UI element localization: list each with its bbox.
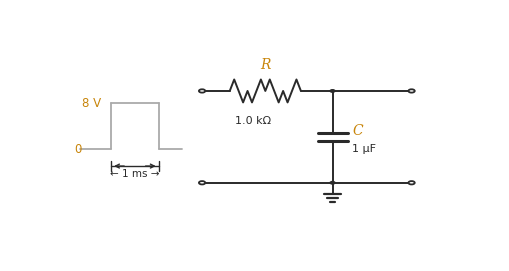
Circle shape	[408, 89, 414, 93]
Text: 1.0 kΩ: 1.0 kΩ	[235, 116, 271, 126]
Text: ← 1 ms →: ← 1 ms →	[110, 169, 159, 179]
Text: R: R	[260, 58, 270, 72]
Text: 1 μF: 1 μF	[352, 144, 376, 154]
Text: 0: 0	[74, 143, 81, 156]
Circle shape	[329, 182, 334, 184]
Circle shape	[408, 181, 414, 185]
Circle shape	[199, 181, 205, 185]
Circle shape	[199, 89, 205, 93]
Circle shape	[329, 90, 334, 92]
Text: 8 V: 8 V	[82, 97, 101, 110]
Text: C: C	[352, 124, 362, 138]
